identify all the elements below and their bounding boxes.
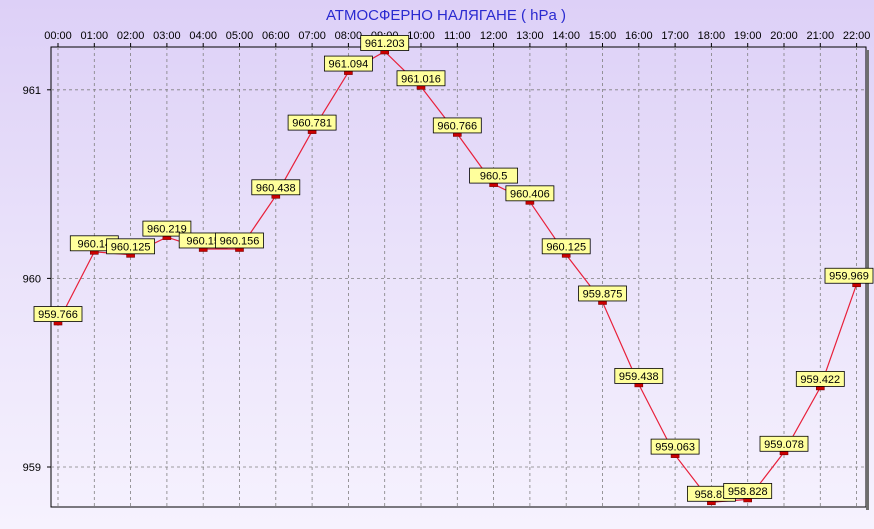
x-tick-label: 13:00 [516, 30, 544, 42]
data-label-box [287, 114, 337, 131]
y-tick-label: 961 [23, 85, 41, 97]
data-label-box [505, 185, 555, 202]
x-tick-label: 15:00 [589, 30, 617, 42]
x-tick-label: 03:00 [153, 30, 181, 42]
data-label: 961.016 [401, 73, 441, 85]
data-label-box [469, 167, 519, 184]
data-label-box [396, 70, 446, 87]
data-label: 960.156 [220, 235, 260, 247]
data-label: 959.078 [764, 439, 804, 451]
data-label: 959.438 [619, 371, 659, 383]
data-label: 960.219 [147, 224, 187, 236]
data-label-box [215, 232, 264, 249]
data-label-box [251, 179, 301, 196]
data-label: 961.094 [329, 59, 369, 71]
x-tick-label: 10:00 [407, 30, 435, 42]
data-label: 958.81 [695, 489, 729, 501]
data-label: 960.5 [480, 171, 508, 183]
plot-frame [50, 46, 867, 508]
x-tick-label: 16:00 [625, 30, 653, 42]
x-tick-label: 17:00 [661, 30, 689, 42]
data-label-box [578, 285, 627, 302]
data-label: 959.875 [583, 288, 623, 300]
chart-title: АТМОСФЕРНО НАЛЯГАНЕ ( hPa ) [326, 7, 566, 24]
x-tick-label: 07:00 [298, 30, 326, 42]
data-label: 960.125 [546, 241, 586, 253]
data-label: 959.422 [800, 374, 840, 386]
x-tick-label: 06:00 [262, 30, 290, 42]
x-tick-label: 22:00 [843, 30, 871, 42]
data-label-box [142, 220, 192, 237]
data-label-box [323, 55, 373, 72]
x-tick-label: 14:00 [552, 30, 580, 42]
x-tick-label: 01:00 [81, 30, 109, 42]
data-label: 960.781 [292, 118, 332, 130]
data-label-box [106, 238, 155, 255]
data-label: 960.766 [437, 120, 477, 132]
data-label-box [432, 117, 482, 134]
x-tick-label: 00:00 [44, 30, 72, 42]
data-label: 961.203 [365, 38, 405, 50]
data-label: 960.438 [256, 182, 296, 194]
data-label: 959.766 [38, 309, 78, 321]
data-label-box [33, 306, 83, 322]
data-label: 958.828 [728, 486, 768, 498]
x-tick-label: 21:00 [807, 30, 835, 42]
x-tick-label: 05:00 [226, 30, 254, 42]
x-tick-label: 04:00 [189, 30, 217, 42]
data-label: 960.14 [77, 238, 111, 250]
data-label: 959.969 [829, 271, 869, 283]
data-label-box [650, 438, 700, 455]
data-label-box [614, 367, 664, 384]
x-tick-label: 19:00 [734, 30, 762, 42]
data-label: 960.125 [111, 241, 151, 253]
data-label-box [759, 435, 809, 452]
data-label: 960.15 [186, 235, 220, 247]
data-label-box [795, 371, 845, 387]
x-tick-label: 12:00 [480, 30, 508, 42]
data-label-box [723, 483, 773, 499]
data-label-box [360, 35, 410, 51]
x-tick-label: 20:00 [770, 30, 798, 42]
y-tick-label: 960 [23, 273, 41, 285]
data-label: 960.406 [510, 188, 550, 200]
data-label-box [541, 238, 591, 255]
x-tick-label: 11:00 [444, 30, 471, 42]
data-label-box [824, 267, 874, 284]
x-tick-label: 02:00 [117, 30, 145, 42]
y-tick-label: 959 [23, 462, 41, 474]
data-label: 959.063 [655, 442, 695, 454]
x-tick-label: 08:00 [335, 30, 363, 42]
x-tick-label: 18:00 [698, 30, 726, 42]
